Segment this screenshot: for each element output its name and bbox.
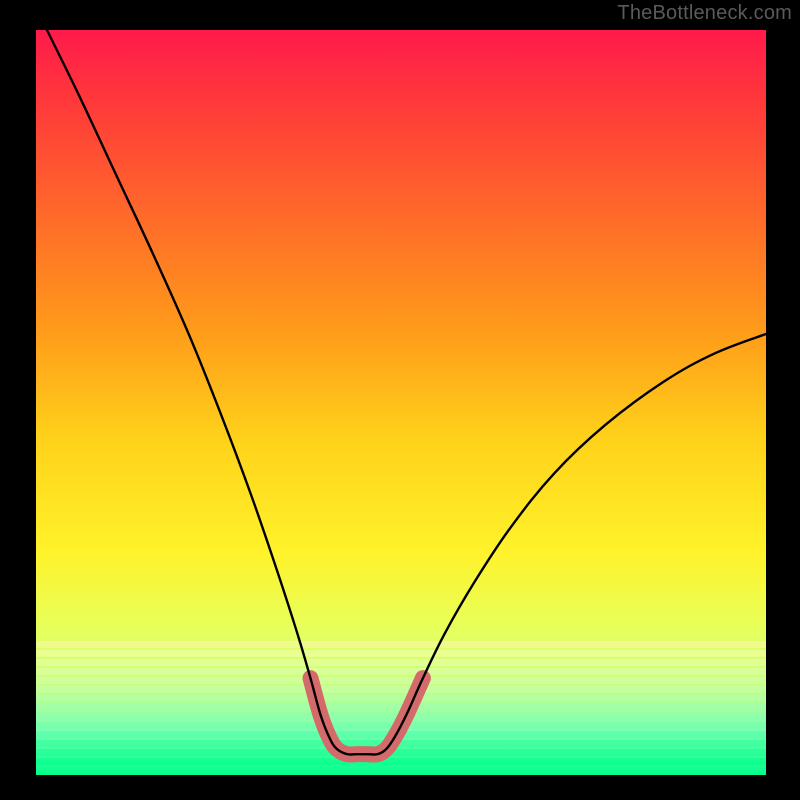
bottleneck-chart bbox=[0, 0, 800, 800]
watermark-label: TheBottleneck.com bbox=[617, 2, 792, 25]
